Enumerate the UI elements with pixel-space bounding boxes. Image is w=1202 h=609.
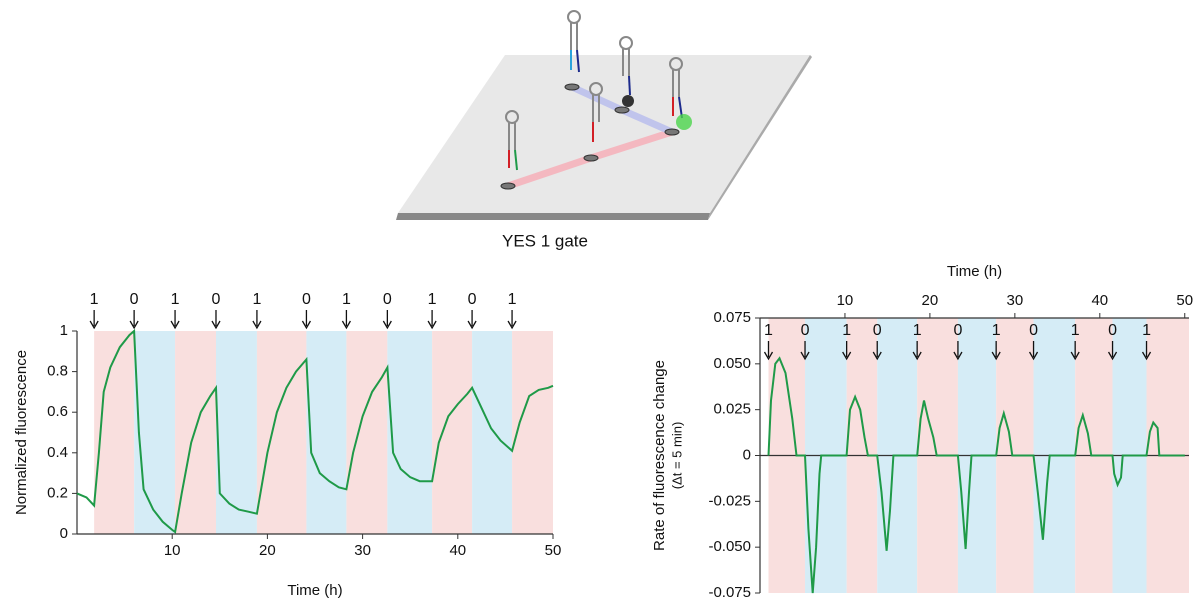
input-arrowhead (467, 320, 477, 330)
input-label: 0 (953, 322, 962, 339)
hairpins (505, 10, 683, 150)
input-arrowhead (89, 320, 99, 330)
input-band (306, 331, 347, 534)
input-arrowhead (1141, 351, 1152, 361)
input-label: 0 (302, 291, 311, 308)
anchors (500, 83, 680, 190)
y-tick-label: -0.025 (708, 492, 751, 509)
input-band (512, 331, 553, 534)
x-tick-label: 40 (449, 542, 466, 559)
input-arrowhead (800, 351, 810, 361)
x-tick-label: 10 (164, 542, 181, 559)
input-label: 0 (130, 291, 139, 308)
input-arrowhead (1028, 351, 1039, 361)
quencher (622, 95, 634, 107)
input-arrowhead (953, 351, 963, 361)
input-arrowhead (507, 320, 517, 330)
input-label: 1 (1071, 322, 1080, 339)
input-arrowhead (341, 320, 351, 330)
x-axis-label: Time (h) (947, 263, 1002, 280)
input-label: 0 (801, 322, 810, 339)
x-tick-label: 10 (837, 292, 854, 309)
input-band (472, 331, 513, 534)
y-tick-label: 0.025 (713, 401, 751, 418)
data-line (76, 328, 554, 534)
input-label: 0 (873, 322, 882, 339)
input-arrowhead (1070, 351, 1080, 361)
input-label: 1 (764, 322, 773, 339)
input-label: 1 (90, 291, 99, 308)
input-label: 1 (252, 291, 261, 308)
input-label: 1 (171, 291, 180, 308)
x-tick-label: 50 (1176, 292, 1193, 309)
y-axis-label: Normalized fluorescence (13, 350, 30, 515)
y-tick-label: 0.4 (47, 444, 68, 461)
y-tick-label: 0.8 (47, 363, 68, 380)
input-arrowhead (842, 351, 852, 361)
input-label: 0 (383, 291, 392, 308)
surface (398, 55, 810, 213)
y-tick-label: -0.075 (708, 584, 751, 601)
input-arrowhead (912, 351, 922, 361)
input-label: 0 (1108, 322, 1117, 339)
gate-diagram: YES 1 gate (396, 10, 812, 250)
input-band (134, 331, 176, 534)
x-tick-label: 40 (1091, 292, 1108, 309)
x-tick-label: 20 (922, 292, 939, 309)
input-label: 1 (992, 322, 1001, 339)
y-tick-label: 0.6 (47, 403, 68, 420)
input-label: 1 (428, 291, 437, 308)
input-label: 1 (342, 291, 351, 308)
input-label: 0 (1029, 322, 1038, 339)
input-band (215, 331, 257, 534)
y-tick-label: 0 (60, 525, 68, 542)
x-tick-label: 50 (545, 542, 562, 559)
input-label: 0 (212, 291, 221, 308)
input-arrowhead (991, 351, 1001, 361)
input-arrowhead (1107, 351, 1118, 361)
input-band (387, 331, 433, 534)
input-label: 1 (1142, 322, 1151, 339)
input-arrowhead (252, 320, 262, 330)
input-band (346, 331, 388, 534)
surface-edge (396, 213, 710, 220)
input-band (432, 331, 473, 534)
y-axis-label: (Δt = 5 min) (669, 422, 684, 490)
surface-edge (708, 55, 812, 220)
y-tick-label: 0 (743, 446, 751, 463)
input-arrowhead (382, 320, 392, 330)
y-tick-label: 0.2 (47, 484, 68, 501)
x-tick-label: 20 (259, 542, 276, 559)
input-arrowhead (872, 351, 882, 361)
input-label: 1 (842, 322, 851, 339)
input-arrowhead (170, 320, 180, 330)
x-tick-label: 30 (1007, 292, 1024, 309)
y-tick-label: -0.050 (708, 538, 751, 555)
input-label: 0 (468, 291, 477, 308)
input-arrowhead (129, 320, 139, 330)
y-tick-label: 0.075 (713, 309, 751, 326)
input-arrowhead (211, 320, 221, 330)
x-tick-label: 30 (354, 542, 371, 559)
diagram-caption: YES 1 gate (502, 231, 588, 250)
strands (508, 49, 683, 171)
data-line (767, 356, 1185, 594)
input-band (256, 331, 307, 534)
y-axis-label: Rate of fluorescence change (651, 360, 668, 551)
y-tick-label: 0.050 (713, 355, 751, 372)
input-label: 1 (913, 322, 922, 339)
input-arrowhead (763, 351, 774, 361)
x-axis-label: Time (h) (287, 582, 342, 599)
fluorophore (676, 114, 692, 130)
input-band (175, 331, 216, 534)
y-tick-label: 1 (60, 322, 68, 339)
input-arrowhead (301, 320, 311, 330)
input-label: 1 (508, 291, 517, 308)
input-arrowhead (427, 320, 437, 330)
